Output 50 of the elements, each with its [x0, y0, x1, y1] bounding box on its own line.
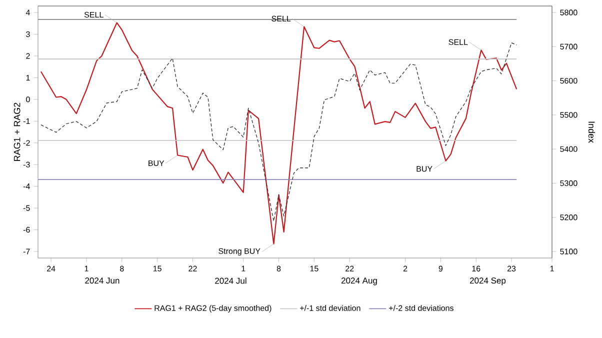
- text: 2024 Aug: [341, 278, 377, 286]
- annotation: BUY: [148, 160, 164, 166]
- text: 2024 Jun: [85, 278, 120, 284]
- y-tick-label: -4: [23, 184, 30, 190]
- annotation: SELL: [448, 39, 468, 45]
- y2-tick-label: 5600: [560, 78, 578, 84]
- legend-label: +/-1 std deviation: [300, 305, 360, 311]
- text: 2024 Jul: [215, 278, 246, 284]
- y-axis-title: RAG1 + RAG2: [14, 102, 20, 161]
- legend-label: RAG1 + RAG2 (5-day smoothed): [154, 305, 272, 312]
- x-tick-label: 8: [120, 266, 124, 272]
- y-tick-label: -6: [23, 226, 30, 233]
- y2-axis-title: Index: [588, 122, 596, 143]
- x-tick-label: 8: [276, 266, 281, 272]
- y-tick-label: 0: [26, 96, 30, 102]
- x-tick-label: 1: [550, 266, 554, 272]
- x-tick-label: 9: [438, 266, 443, 272]
- y-tick-label: -1: [23, 118, 30, 124]
- y-tick-label: -3: [23, 162, 30, 168]
- y-tick-label: 1: [26, 74, 30, 80]
- y2-tick-label: 5500: [560, 112, 578, 118]
- y2-tick-label: 5300: [560, 180, 578, 186]
- y2-tick-label: 5800: [560, 10, 578, 16]
- x-tick-label: 23: [507, 266, 516, 272]
- y2-tick-label: 5200: [560, 214, 578, 220]
- y2-tick-label: 5400: [560, 146, 578, 152]
- annotation: BUY: [416, 166, 432, 172]
- x-tick-label: 22: [346, 266, 354, 272]
- x-tick-label: 2: [403, 266, 408, 272]
- y2-tick-label: 5700: [560, 44, 578, 50]
- y-tick-label: 3: [26, 31, 30, 38]
- y2-tick-label: 5100: [560, 248, 578, 254]
- x-tick-label: 1: [84, 266, 88, 272]
- annotation: SELL: [84, 12, 104, 18]
- x-tick-label: 15: [153, 266, 162, 272]
- legend-label: +/-2 std deviations: [389, 305, 454, 311]
- annotation: SELL: [272, 16, 291, 22]
- x-tick-label: 16: [472, 266, 480, 272]
- y-tick-label: -7: [23, 248, 30, 254]
- y-tick-label: -5: [23, 205, 30, 211]
- x-tick-label: 1: [242, 266, 246, 272]
- y-tick-label: 4: [26, 10, 30, 16]
- x-tick-label: 15: [310, 266, 318, 272]
- x-tick-label: 22: [188, 266, 197, 272]
- annotation: Strong BUY: [218, 248, 260, 256]
- x-tick-label: 24: [47, 266, 56, 272]
- y-tick-label: -2: [23, 140, 30, 146]
- line-series: [40, 22, 518, 244]
- y-tick-label: 2: [26, 53, 30, 59]
- text: 2024 Sep: [470, 278, 506, 286]
